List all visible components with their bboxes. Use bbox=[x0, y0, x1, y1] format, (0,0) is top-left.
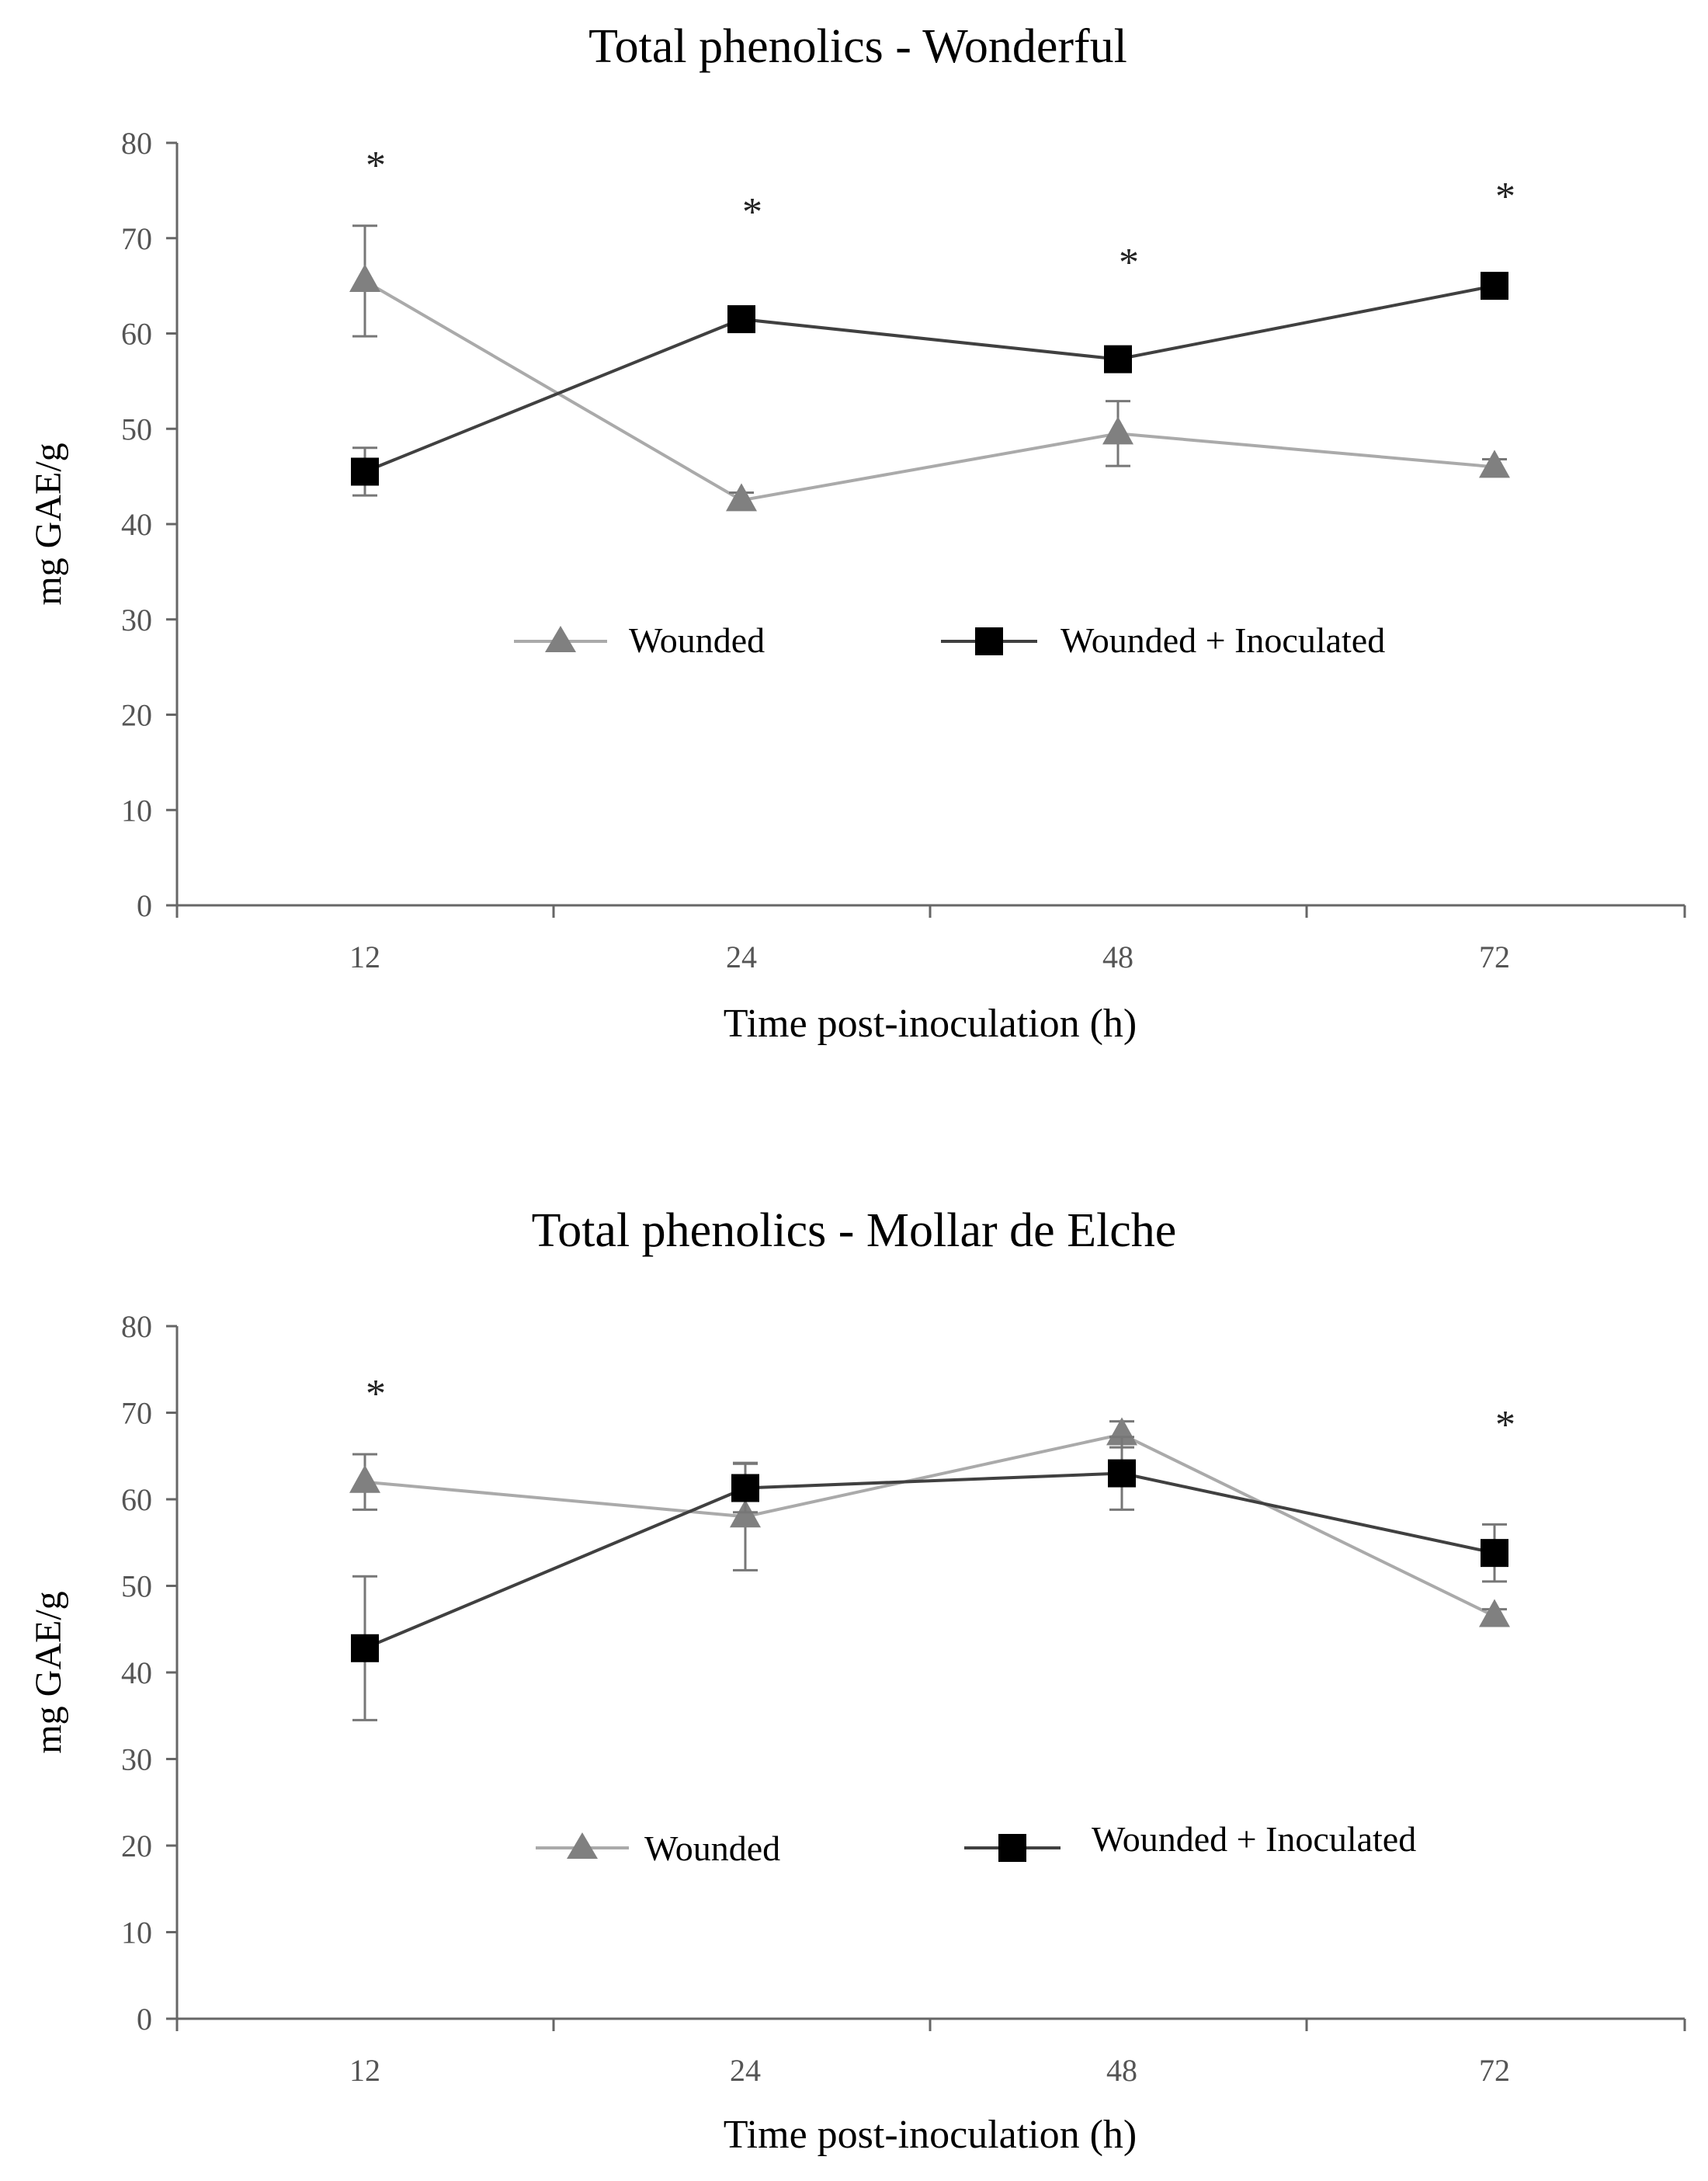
chart-1-wounded-point-3 bbox=[1479, 450, 1510, 478]
chart-2-x-axis: 12 24 48 72 bbox=[175, 2017, 1686, 2088]
chart-1-inoculated-point-3 bbox=[1481, 272, 1508, 300]
chart-1-significance-1: * bbox=[742, 190, 762, 234]
chart-1-y-tick-label-7: 70 bbox=[121, 221, 152, 256]
chart-2-y-tick-label-2: 20 bbox=[121, 1828, 152, 1863]
chart-2-legend-inoculated-label: Wounded + Inoculated bbox=[1092, 1819, 1416, 1859]
chart-2-y-tick-label-4: 40 bbox=[121, 1655, 152, 1690]
chart-2-y-tick-label-3: 30 bbox=[121, 1742, 152, 1777]
chart-wonderful: Total phenolics - Wonderful 0 10 20 30 40 50 6… bbox=[28, 20, 1686, 1046]
chart-2-inoculated-line bbox=[364, 1471, 1495, 1650]
chart-1-y-tick-label-6: 60 bbox=[121, 317, 152, 352]
chart-1-y-ticks: 0 10 20 30 40 50 60 70 80 bbox=[121, 126, 177, 923]
chart-2-wounded-point-2 bbox=[1106, 1417, 1137, 1446]
chart-1-y-axis-label: mg GAE/g bbox=[28, 443, 69, 605]
chart-1-wounded-point-1 bbox=[726, 483, 757, 512]
chart-1-plot-area: * * * * bbox=[349, 144, 1515, 512]
chart-2-legend-wounded-marker bbox=[567, 1832, 598, 1859]
chart-2-legend-wounded-label: Wounded bbox=[644, 1828, 780, 1868]
chart-1-y-axis: 0 10 20 30 40 50 60 70 80 bbox=[121, 126, 179, 923]
chart-1-y-tick-label-0: 0 bbox=[137, 888, 152, 923]
chart-2-y-tick-label-6: 60 bbox=[121, 1482, 152, 1517]
chart-1-legend-wounded-marker bbox=[545, 626, 576, 652]
chart-1-x-tick-label-1: 24 bbox=[726, 939, 757, 974]
chart-1-wounded-point-2 bbox=[1102, 416, 1133, 445]
chart-1-x-axis-label: Time post-inoculation (h) bbox=[724, 1002, 1137, 1046]
chart-1-significance-2: * bbox=[1119, 241, 1139, 285]
chart-1-x-tick-label-2: 48 bbox=[1102, 939, 1133, 974]
chart-2-x-ticks: 12 24 48 72 bbox=[175, 2019, 1686, 2088]
chart-2-y-axis-label: mg GAE/g bbox=[28, 1591, 69, 1753]
chart-2-wounded-line bbox=[364, 1433, 1495, 1618]
chart-2-wounded-point-1 bbox=[730, 1499, 761, 1528]
chart-2-y-tick-label-7: 70 bbox=[121, 1396, 152, 1431]
chart-1-inoculated-point-2 bbox=[1104, 345, 1132, 373]
chart-1-y-tick-label-1: 10 bbox=[121, 793, 152, 828]
chart-1-inoculated-point-1 bbox=[727, 305, 755, 334]
chart-1-y-tick-label-5: 50 bbox=[121, 412, 152, 446]
chart-2-x-tick-label-0: 12 bbox=[349, 2053, 380, 2088]
chart-1-x-axis: 12 24 48 72 bbox=[175, 904, 1686, 974]
chart-2-y-tick-label-1: 10 bbox=[121, 1915, 152, 1950]
chart-2-x-tick-label-3: 72 bbox=[1479, 2053, 1510, 2088]
chart-2-legend: Wounded Wounded + Inoculated bbox=[536, 1819, 1416, 1868]
chart-2-significance-0: * bbox=[366, 1372, 386, 1416]
chart-1-legend: Wounded Wounded + Inoculated bbox=[514, 620, 1385, 660]
chart-2-inoculated-point-2 bbox=[1108, 1459, 1136, 1488]
chart-1-x-tick-label-0: 12 bbox=[349, 939, 380, 974]
chart-1-wounded-line bbox=[363, 280, 1495, 502]
chart-1-legend-inoculated-marker bbox=[975, 627, 1003, 655]
chart-mollar-de-elche: Total phenolics - Mollar de Elche 0 10 20 3… bbox=[28, 1204, 1686, 2157]
chart-1-x-tick-label-3: 72 bbox=[1479, 939, 1510, 974]
chart-1-y-tick-label-3: 30 bbox=[121, 603, 152, 637]
chart-1-inoculated-point-0 bbox=[351, 457, 379, 486]
chart-2-significance-3: * bbox=[1495, 1403, 1515, 1447]
chart-1-significance-0: * bbox=[366, 144, 386, 188]
chart-2-y-axis: 0 10 20 30 40 50 60 70 80 bbox=[121, 1309, 179, 2037]
chart-2-title: Total phenolics - Mollar de Elche bbox=[532, 1204, 1177, 1257]
chart-2-y-ticks: 0 10 20 30 40 50 60 70 80 bbox=[121, 1309, 177, 2037]
chart-2-wounded-point-0 bbox=[349, 1464, 380, 1493]
chart-1-y-tick-label-8: 80 bbox=[121, 126, 152, 161]
chart-2-inoculated-point-1 bbox=[731, 1474, 759, 1502]
chart-2-y-tick-label-0: 0 bbox=[137, 2002, 152, 2037]
chart-1-y-tick-label-2: 20 bbox=[121, 698, 152, 733]
chart-1-significance-3: * bbox=[1495, 175, 1515, 219]
chart-2-y-tick-label-5: 50 bbox=[121, 1569, 152, 1604]
chart-2-x-tick-label-1: 24 bbox=[730, 2053, 761, 2088]
chart-1-legend-inoculated-label: Wounded + Inoculated bbox=[1061, 620, 1385, 660]
chart-2-y-tick-label-8: 80 bbox=[121, 1309, 152, 1344]
chart-1-inoculated-line bbox=[364, 284, 1495, 474]
chart-1-wounded-point-0 bbox=[349, 263, 380, 292]
chart-1-title: Total phenolics - Wonderful bbox=[588, 20, 1127, 73]
chart-2-plot-area: ** bbox=[349, 1372, 1515, 1721]
chart-1-y-tick-label-4: 40 bbox=[121, 507, 152, 542]
chart-1-x-ticks: 12 24 48 72 bbox=[175, 905, 1686, 974]
chart-2-x-axis-label: Time post-inoculation (h) bbox=[724, 2113, 1137, 2157]
chart-2-x-tick-label-2: 48 bbox=[1106, 2053, 1137, 2088]
chart-2-legend-inoculated-marker bbox=[998, 1834, 1026, 1862]
chart-2-inoculated-point-0 bbox=[351, 1634, 379, 1662]
chart-2-wounded-point-3 bbox=[1479, 1599, 1510, 1627]
chart-2-inoculated-point-3 bbox=[1481, 1539, 1508, 1568]
chart-1-legend-wounded-label: Wounded bbox=[629, 620, 765, 660]
